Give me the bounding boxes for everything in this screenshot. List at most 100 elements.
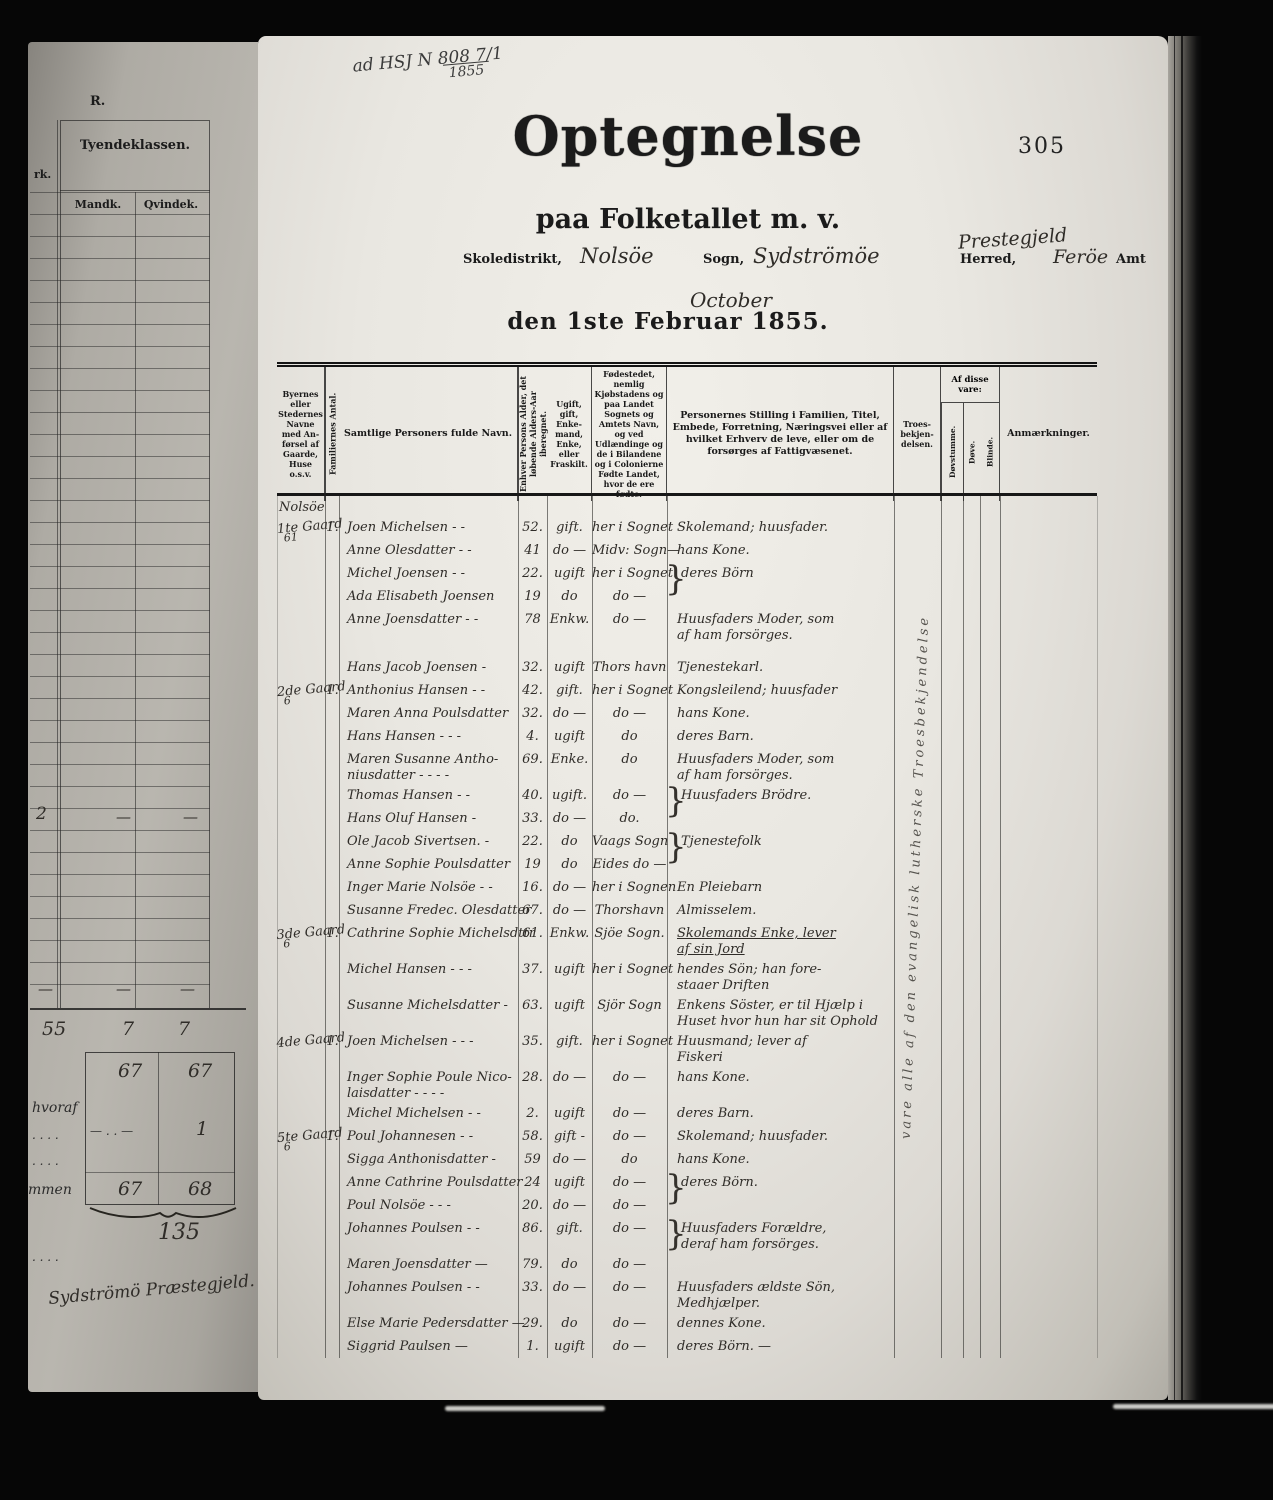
table-row: Maren Susanne Antho-niusdatter - - - - 69… [277,748,1097,784]
table-row: Siggrid Paulsen — 1. ugift do — deres Börn. … [277,1335,1097,1358]
cell-gaard: 3de Gaard 6 [275,922,346,951]
cell-familie-antal [325,1217,339,1253]
name-line: Poul Johannesen - - [347,1129,474,1144]
cell-age: 61. [522,926,543,941]
table-row: Susanne Fredec. Olesdatter 67. do — Thorsha… [277,899,1097,922]
cell-position [667,585,894,608]
position-line: Huset hvor hun har sit Ophold [677,1014,878,1029]
cell-gaard [276,746,327,786]
cell-age: 33. [522,1280,543,1295]
cell-civil-status: ugift [554,998,585,1013]
cell-birthplace: her i Sognet [592,683,674,698]
col-header-navn: Samtlige Personers fulde Navn. [339,367,518,501]
left-sum1-label: 55 [42,1018,67,1040]
cell-civil-status: do — [552,1198,587,1213]
cell-empty [894,784,1135,807]
cell-familie-antal [325,1194,339,1217]
cell-birthplace: do. [619,811,640,826]
cell-name: Johannes Poulsen - - [339,1276,518,1312]
table-row: Johannes Poulsen - -86. gift. do —} Huusfad… [277,1217,1097,1253]
cell-familie-antal [325,876,339,899]
col-header-stilling: Personernes Stilling i Familien, Titel, … [667,367,894,501]
cell-name: Else Marie Pedersdatter — [339,1312,525,1335]
name-line: Ada Elisabeth Joensen [347,589,495,604]
cell-gaard [276,1215,327,1255]
table-row: Hans Oluf Hansen - 33. do — do. [277,807,1097,830]
left-ruled-line [30,808,210,809]
cell-civil-status: do — [552,811,587,826]
page-subtitle: paa Folketallet m. v. [535,204,841,235]
cell-position: Huusfaders Moder, som af ham forsörges. [667,608,894,644]
name-line: Susanne Fredec. Olesdatter [347,903,532,918]
cell-birthplace: do — [612,706,647,721]
name-line: Anne Sophie Poulsdatter [347,857,511,872]
col-group-afdisse: Af disse vare: Døvstumme. Døve. Blinde. [941,367,1000,501]
table-row: Michel Joensen - - 22. ugift her i Sognet.}… [277,562,1097,596]
cell-name: Anne Sophie Poulsdatter [339,853,518,876]
cell-name: Sigga Anthonisdatter - [339,1148,518,1171]
cell-civil-status: do [561,857,578,872]
cell-gaard [276,1064,327,1104]
cell-name: Joen Michelsen - - [339,516,518,539]
cell-age: 35. [522,1034,543,1049]
cell-empty [894,876,1135,899]
archive-note: ad HSJ N 808 7/1 1855 [352,43,505,89]
name-line: Inger Marie Nolsöe - - [347,880,493,895]
table-row: Hans Jacob Joensen - 32. ugift Thors havn Tj… [277,656,1097,679]
cell-civil-status: ugift [554,1175,585,1190]
cell-empty [894,1276,1135,1312]
left-sum1-v1: 7 [122,1018,135,1040]
film-streak [1113,1404,1273,1409]
left-ruled-line [30,324,210,325]
left-dots-3: . . . . [32,1250,59,1264]
position-line: hendes Sön; han fore- [677,962,822,977]
cell-position: hendes Sön; han fore-staaer Driften [667,958,894,994]
cell-familie-antal [325,656,339,679]
col-header-blinde: Blinde. [985,436,995,468]
left-ruled-line [30,830,210,831]
left-row2-label: 2 [36,804,47,824]
census-table: Byernes eller Stedernes Navne med An­før… [275,362,1098,1358]
cell-position: Huusfaders ældste Sön, Medhjælper. [667,1276,894,1312]
cell-birthplace: do — [612,1257,647,1272]
position-line: En Pleiebarn [677,880,763,895]
name-line: Hans Jacob Joensen - [347,660,487,675]
cell-name: Inger Sophie Poule Nico-laisdatter - - -… [339,1066,518,1102]
cell-familie-antal [325,1253,339,1276]
name-line: Joen Michelsen - - - [347,1034,474,1049]
table-column-rule [592,496,593,1358]
name-line: Maren Joensdatter — [347,1257,488,1272]
position-line: dennes Kone. [677,1316,766,1331]
position-line: staaer Driften [677,978,770,993]
left-ruled-line [30,280,210,281]
table-row: Anne Joensdatter - - 78 Enkw. do — Huusfader… [277,608,1097,644]
left-table-divider [60,190,210,191]
table-row: Sigga Anthonisdatter - 59 do — do hans Kone. [277,1148,1097,1171]
cell-birthplace: Eides do — [592,857,667,872]
cell-name: Anthonius Hansen - - [339,679,518,702]
label-herred: Herred, [960,252,1017,267]
name-line: Thomas Hansen - - [347,788,470,803]
cell-age: 22. [522,566,543,581]
cell-familie-antal [325,1335,339,1358]
cell-empty [894,1102,1135,1125]
left-row2-v1: — [116,808,131,826]
value-amt: Feröe [1053,246,1109,268]
cell-familie-antal: 1. [326,683,339,698]
left-totals-box [85,1052,235,1205]
table-column-rule [325,496,326,1358]
name-line: Maren Anna Poulsdatter [347,706,509,721]
col-group-title: Af disse vare: [941,367,999,403]
table-row: Hans Hansen - - - 4. ugift do deres Barn. [277,725,1097,748]
cell-gaard [276,1274,327,1314]
cell-birthplace: her i Sognet. [592,566,678,581]
brace-glyph: } [665,1168,687,1208]
note-october: October [690,288,772,312]
cell-age: 19 [524,857,541,872]
cell-name: Susanne Michelsdatter - [339,994,518,1030]
left-ruled-line [30,742,210,743]
cell-empty [894,1148,1135,1171]
position-line: deres Börn [681,566,754,581]
name-line: Else Marie Pedersdatter — [347,1316,525,1331]
